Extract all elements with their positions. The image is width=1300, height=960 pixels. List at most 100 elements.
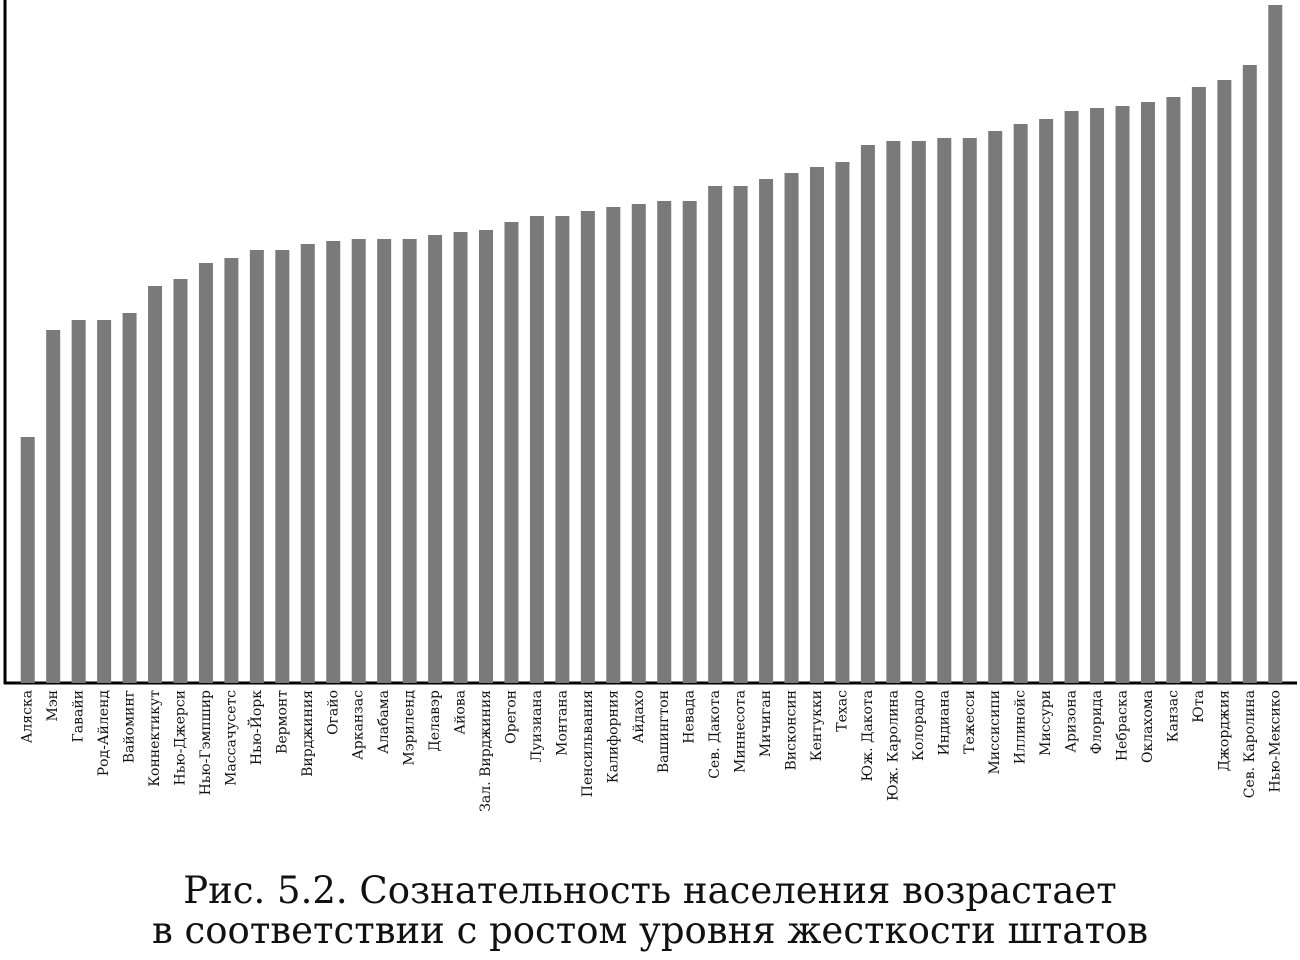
bar	[224, 258, 239, 683]
bar	[479, 230, 494, 683]
x-tick-label: Миссури	[1038, 690, 1054, 756]
x-tick-label: Вермонт	[274, 690, 290, 754]
x-tick-label: Айдахо	[631, 690, 647, 743]
bar	[835, 162, 850, 683]
x-tick-label: Нью-Мексико	[1267, 690, 1283, 792]
x-tick-label: Аляска	[20, 690, 36, 743]
x-tick-label: Мичиган	[758, 690, 774, 757]
x-tick-label: Юж. Каролина	[885, 690, 901, 801]
bar	[504, 222, 519, 683]
x-tick-label: Миннесота	[733, 690, 749, 773]
x-tick-label: Коннектикут	[147, 690, 163, 787]
bar	[988, 131, 1003, 683]
x-tick-label: Мэн	[45, 690, 61, 722]
x-tick-label: Нью-Гэмпшир	[198, 690, 214, 795]
bar	[1064, 111, 1079, 683]
x-tick-label: Орегон	[503, 690, 519, 744]
x-tick-label: Вашингтон	[656, 690, 672, 773]
x-tick-label: Мэриленд	[402, 690, 418, 766]
x-tick-label: Аризона	[1064, 690, 1080, 753]
x-tick-label: Флорида	[1089, 690, 1105, 754]
x-tick-label: Юж. Дакота	[860, 690, 876, 782]
bar	[275, 250, 290, 683]
x-tick-label: Техас	[834, 690, 850, 732]
x-tick-label: Нью-Джерси	[172, 690, 188, 785]
x-tick-label: Сев. Каролина	[1242, 690, 1258, 798]
bar	[886, 141, 901, 683]
bar	[962, 138, 977, 683]
x-tick-label: Кентукки	[809, 690, 825, 761]
bar	[580, 211, 595, 683]
bar	[20, 437, 35, 683]
x-tick-label: Вирджиния	[300, 690, 316, 777]
bar	[1090, 108, 1105, 683]
x-tick-label: Иллинойс	[1013, 690, 1029, 764]
x-tick-label: Джорджия	[1216, 690, 1232, 771]
bar	[1039, 119, 1054, 683]
x-tick-label: Тежесси	[962, 690, 978, 754]
x-tick-label: Вайоминг	[122, 690, 138, 763]
bar	[682, 201, 697, 683]
x-tick-label: Колорадо	[911, 690, 927, 761]
x-tick-label: Висконсин	[784, 690, 800, 770]
x-tick-label: Арканзас	[351, 690, 367, 760]
bar	[249, 250, 264, 683]
bar	[300, 244, 315, 683]
bar	[1115, 106, 1130, 683]
bar	[46, 330, 61, 683]
bar	[733, 186, 748, 683]
x-tick-label: Оклахома	[1140, 690, 1156, 763]
bar	[555, 216, 570, 683]
bar	[606, 207, 621, 683]
x-tick-label: Алабама	[376, 690, 392, 754]
x-tick-label: Миссисипи	[987, 690, 1003, 775]
x-tick-label: Невада	[682, 690, 698, 744]
bar	[708, 186, 723, 683]
bar	[1217, 80, 1232, 683]
bar	[860, 145, 875, 683]
x-tick-label: Массачусетс	[223, 690, 239, 786]
bar	[809, 167, 824, 683]
bar	[1166, 97, 1181, 683]
bar	[911, 141, 926, 683]
bar	[784, 173, 799, 683]
x-tick-label: Нью-Йорк	[246, 690, 265, 765]
caption-line: в соответствии с ростом уровня жесткости…	[152, 909, 1148, 952]
bar	[97, 320, 112, 683]
bar	[71, 320, 86, 683]
x-tick-label: Канзас	[1165, 690, 1181, 742]
bar	[122, 313, 137, 683]
bar	[148, 286, 163, 683]
bar	[529, 216, 544, 683]
bar	[1140, 102, 1155, 683]
bar	[351, 239, 366, 683]
bar	[377, 239, 392, 683]
x-tick-label: Огайо	[325, 690, 341, 735]
bar	[657, 201, 672, 683]
bar	[1268, 5, 1283, 683]
x-tick-label: Луизиана	[529, 690, 545, 762]
bar	[937, 138, 952, 683]
bar	[759, 179, 774, 683]
x-tick-label: Сев. Дакота	[707, 690, 723, 779]
x-tick-label: Делавэр	[427, 690, 443, 752]
bar	[402, 239, 417, 683]
bar	[198, 263, 213, 683]
bar	[1242, 65, 1257, 683]
x-tick-label: Пенсильвания	[580, 690, 596, 797]
bar	[1191, 87, 1206, 683]
x-tick-label: Айова	[453, 690, 469, 735]
bar	[173, 279, 188, 683]
bar	[1013, 124, 1028, 683]
x-tick-label: Юта	[1191, 690, 1207, 723]
x-tick-label: Индиана	[936, 690, 952, 756]
x-tick-label: Зал. Вирджиния	[478, 690, 494, 812]
bar	[428, 235, 443, 683]
x-tick-label: Калифорния	[605, 690, 621, 783]
x-tick-label: Гавайи	[71, 690, 87, 743]
x-tick-label: Род-Айленд	[96, 690, 112, 777]
bar	[631, 204, 646, 683]
bar	[326, 241, 341, 683]
